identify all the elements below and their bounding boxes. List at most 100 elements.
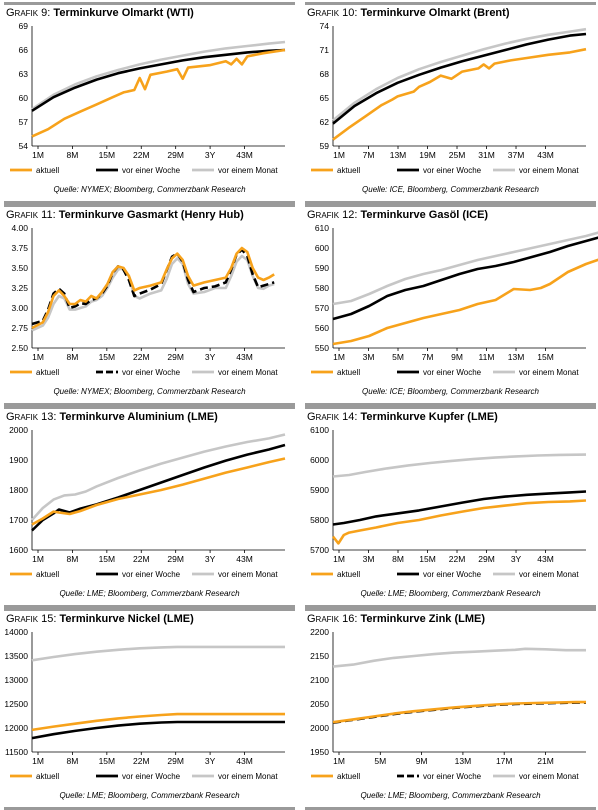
x-tick-label: 15M <box>99 554 116 564</box>
chart-number: Grafik 15: <box>6 613 57 625</box>
chart-title: Grafik 12: Terminkurve Gasöl (ICE) <box>307 209 488 221</box>
x-tick-label: 8M <box>67 150 79 160</box>
panel-bottom-rule <box>4 403 295 406</box>
legend-label-week: vor einer Woche <box>423 772 482 781</box>
x-tick-label: 37M <box>508 150 525 160</box>
x-tick-label: 3Y <box>205 756 216 766</box>
chart-title-text: Terminkurve Kupfer (LME) <box>360 411 498 423</box>
x-tick-label: 3Y <box>205 150 216 160</box>
legend-label-month: vor einem Monat <box>519 772 579 781</box>
x-tick-label: 3Y <box>205 554 216 564</box>
legend-label-current: aktuell <box>36 772 59 781</box>
chart-nickel: 11500 12000 12500 13000 13500 14000 1M 8M 15M 22M… <box>4 627 285 781</box>
chart-source: Quelle: ICE, Bloomberg, Commerzbank Rese… <box>362 185 539 194</box>
series-line-month <box>31 645 285 662</box>
y-tick-label: 550 <box>315 343 329 353</box>
x-tick-label: 5M <box>374 756 386 766</box>
x-tick-label: 43M <box>236 352 253 362</box>
x-tick-label: 1M <box>32 352 44 362</box>
series-line-current <box>332 258 598 346</box>
y-tick-label: 63 <box>19 69 29 79</box>
x-tick-label: 1M <box>32 150 44 160</box>
y-tick-label: 1600 <box>9 545 28 555</box>
x-tick-label: 21M <box>537 756 554 766</box>
legend-label-month: vor einem Monat <box>519 368 579 377</box>
legend-label-month: vor einem Monat <box>218 570 278 579</box>
series-line-current <box>31 246 275 330</box>
series-line-current <box>332 47 587 141</box>
chart-title-text: Terminkurve Nickel (LME) <box>59 613 194 625</box>
legend-label-month: vor einem Monat <box>519 166 579 175</box>
series-line-week <box>332 701 586 724</box>
y-tick-label: 13500 <box>4 651 28 661</box>
legend-label-week: vor einer Woche <box>122 570 181 579</box>
legend-label-current: aktuell <box>337 772 360 781</box>
y-tick-label: 68 <box>320 69 330 79</box>
x-tick-label: 22M <box>133 352 150 362</box>
series-line-current <box>31 712 285 732</box>
x-tick-label: 13M <box>390 150 407 160</box>
y-tick-label: 1900 <box>9 455 28 465</box>
y-tick-label: 2000 <box>310 723 329 733</box>
legend-label-current: aktuell <box>36 166 59 175</box>
x-tick-label: 22M <box>133 554 150 564</box>
chart-panel-aluminium: Grafik 13: Terminkurve Aluminium (LME) 1… <box>4 406 295 608</box>
x-tick-label: 9M <box>451 352 463 362</box>
x-tick-label: 8M <box>67 756 79 766</box>
y-tick-label: 610 <box>315 223 329 233</box>
y-tick-label: 54 <box>19 141 29 151</box>
panel-bottom-rule <box>305 403 596 406</box>
chart-title: Grafik 11: Terminkurve Gasmarkt (Henry H… <box>6 209 244 221</box>
y-tick-label: 14000 <box>4 627 28 637</box>
x-tick-label: 15M <box>537 352 554 362</box>
y-tick-label: 12500 <box>4 699 28 709</box>
chart-henry-hub: 2.50 2.75 3.00 3.25 3.50 3.75 4.00 1M 8M 15M 22M 29… <box>10 223 285 377</box>
y-tick-label: 60 <box>19 93 29 103</box>
series-line-month <box>332 647 586 668</box>
panel-top-rule <box>305 608 596 611</box>
chart-panel-zink: Grafik 16: Terminkurve Zink (LME) 1950 20… <box>305 608 596 810</box>
x-tick-label: 29M <box>478 554 495 564</box>
y-tick-label: 2.50 <box>11 343 28 353</box>
x-tick-label: 15M <box>99 756 116 766</box>
legend-label-current: aktuell <box>337 570 360 579</box>
x-tick-label: 3Y <box>511 554 522 564</box>
chart-number: Grafik 12: <box>307 209 358 221</box>
x-tick-label: 1M <box>333 352 345 362</box>
x-tick-label: 29M <box>167 150 184 160</box>
x-tick-label: 8M <box>67 554 79 564</box>
x-tick-label: 1M <box>32 554 44 564</box>
x-tick-label: 5M <box>392 352 404 362</box>
y-tick-label: 560 <box>315 323 329 333</box>
y-tick-label: 71 <box>320 45 330 55</box>
y-tick-label: 6000 <box>310 455 329 465</box>
panel-top-rule <box>305 2 596 5</box>
chart-title: Grafik 16: Terminkurve Zink (LME) <box>307 613 485 625</box>
legend-label-current: aktuell <box>36 368 59 377</box>
chart-title: Grafik 15: Terminkurve Nickel (LME) <box>6 613 194 625</box>
y-tick-label: 5700 <box>310 545 329 555</box>
series-line-week <box>332 32 587 125</box>
chart-panel-kupfer: Grafik 14: Terminkurve Kupfer (LME) 5700… <box>305 406 596 608</box>
y-tick-label: 580 <box>315 283 329 293</box>
chart-source: Quelle: LME; Bloomberg, Commerzbank Rese… <box>360 589 541 598</box>
x-tick-label: 13M <box>508 352 525 362</box>
x-tick-label: 22M <box>449 554 466 564</box>
chart-number: Grafik 13: <box>6 411 57 423</box>
y-tick-label: 74 <box>320 21 330 31</box>
x-tick-label: 15M <box>419 554 436 564</box>
x-tick-label: 29M <box>167 554 184 564</box>
legend-label-current: aktuell <box>36 570 59 579</box>
y-tick-label: 13000 <box>4 675 28 685</box>
series-line-week <box>332 490 587 526</box>
y-tick-label: 2.75 <box>11 323 28 333</box>
x-tick-label: 3Y <box>205 352 216 362</box>
series-line-week <box>31 443 286 532</box>
panel-top-rule <box>4 406 295 409</box>
x-tick-label: 31M <box>478 150 495 160</box>
series-line-month <box>332 27 587 122</box>
chart-title-text: Terminkurve Gasöl (ICE) <box>360 209 489 221</box>
x-tick-label: 1M <box>333 554 345 564</box>
series-line-month <box>31 254 275 332</box>
y-tick-label: 2050 <box>310 699 329 709</box>
